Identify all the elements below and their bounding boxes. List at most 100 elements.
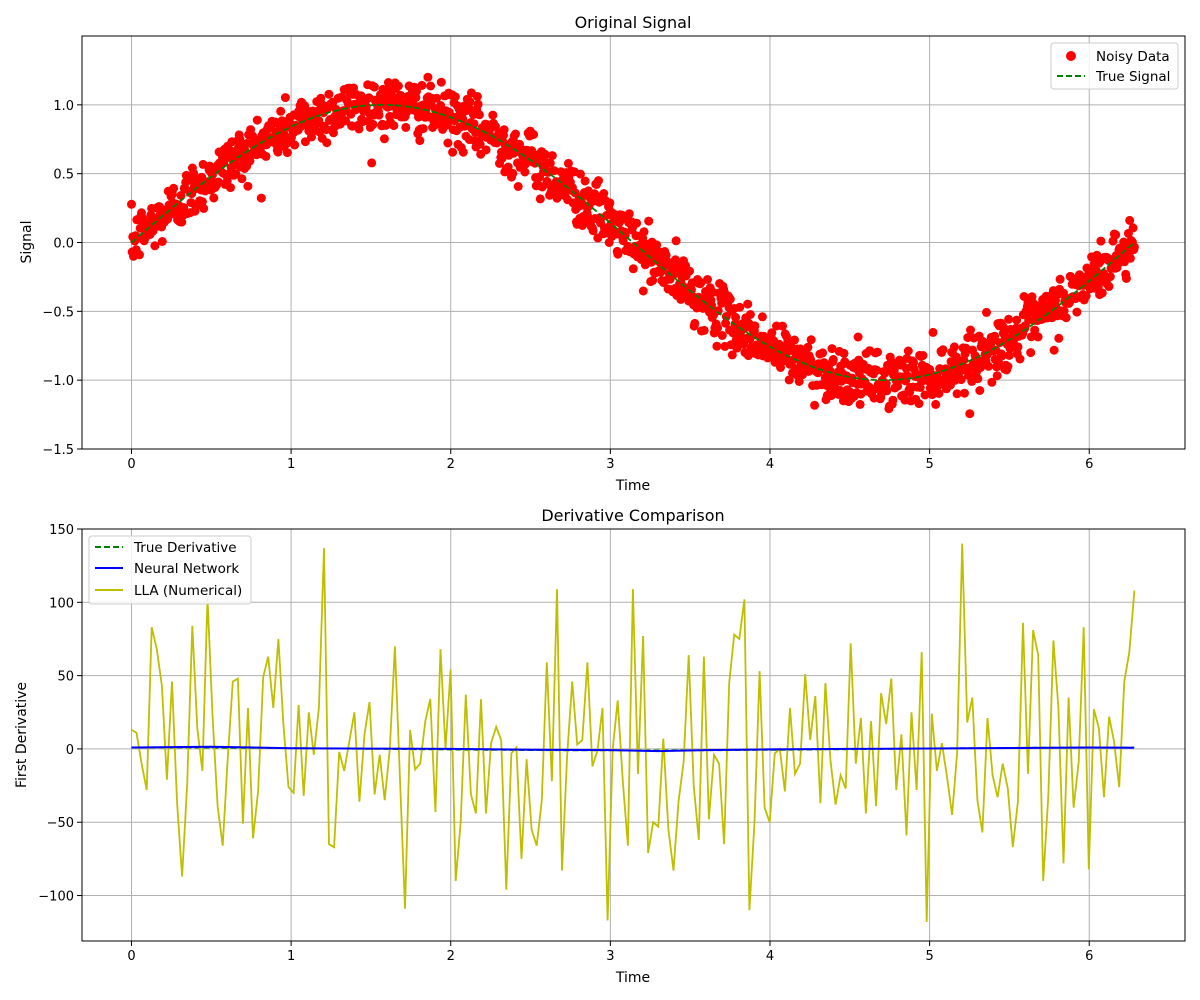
- noisy-data-point: [671, 236, 681, 246]
- noisy-data-point: [1081, 291, 1091, 301]
- x-tick-label: 6: [1085, 949, 1093, 964]
- noisy-data-point: [1051, 295, 1060, 305]
- y-tick-label: 0.0: [53, 237, 74, 252]
- noisy-data-point: [314, 116, 324, 126]
- noisy-data-point: [549, 166, 559, 176]
- noisy-data-point: [987, 377, 997, 387]
- noisy-data-point: [882, 386, 892, 396]
- y-tick-label: 0.5: [53, 168, 74, 183]
- noisy-data-point: [784, 375, 794, 385]
- noisy-data-point: [369, 82, 379, 92]
- noisy-data-point: [794, 377, 804, 386]
- noisy-data-point: [685, 266, 694, 276]
- noisy-data-point: [1003, 362, 1013, 371]
- noisy-data-point: [458, 147, 468, 157]
- noisy-data-point: [547, 151, 557, 161]
- noisy-data-point: [1013, 342, 1023, 352]
- original-signal-legend: Noisy Data True Signal: [1050, 42, 1179, 90]
- noisy-data-point: [540, 149, 550, 159]
- lla-numerical-line: [131, 543, 1136, 922]
- noisy-data-point: [949, 342, 959, 352]
- noisy-data-point: [973, 374, 983, 384]
- noisy-data-point: [594, 176, 603, 186]
- noisy-data-point: [290, 140, 300, 150]
- noisy-data-point: [938, 345, 948, 355]
- noisy-data-point: [881, 379, 891, 389]
- noisy-data-point: [982, 307, 991, 317]
- noisy-data-point: [735, 302, 745, 312]
- noisy-data-point: [1055, 274, 1065, 284]
- derivative-comparison-axes-frame: [81, 528, 1186, 942]
- noisy-data-point: [1030, 325, 1040, 335]
- noisy-data-point: [690, 318, 700, 328]
- noisy-data-point: [529, 130, 539, 139]
- noisy-data-point: [778, 321, 787, 331]
- noisy-data-point: [157, 237, 167, 246]
- noisy-data-point: [1072, 307, 1082, 317]
- noisy-data-point: [436, 77, 446, 87]
- noisy-data-point: [997, 351, 1007, 361]
- noisy-data-point: [252, 115, 262, 125]
- noisy-data-point: [426, 81, 436, 91]
- noisy-data-point: [599, 189, 609, 198]
- noisy-data-point: [703, 275, 712, 284]
- noisy-data-point: [324, 89, 334, 99]
- noisy-data-point: [713, 323, 723, 333]
- y-tick-label: 150: [49, 523, 74, 538]
- derivative-comparison-xlabel: Time: [615, 970, 650, 986]
- noisy-data-point: [448, 147, 458, 157]
- derivative-comparison-plot-area: [131, 543, 1136, 922]
- noisy-data-point: [1012, 315, 1022, 325]
- noisy-data-point: [1026, 332, 1036, 342]
- x-tick-label: 2: [447, 949, 455, 964]
- noisy-data-point: [499, 125, 509, 135]
- noisy-data-point: [790, 335, 799, 345]
- noisy-data-point: [563, 158, 573, 168]
- x-tick-label: 1: [287, 949, 295, 964]
- noisy-data-point: [535, 194, 545, 204]
- noisy-data-point: [1129, 242, 1139, 252]
- derivative-comparison-legend: True Derivative Neural Network LLA (Nume…: [88, 535, 252, 605]
- noisy-data-point: [713, 306, 723, 316]
- noisy-data-point: [511, 129, 520, 139]
- noisy-data-point: [918, 351, 928, 360]
- derivative-comparison-x-ticks: 0 1 2 3 4 5 6: [127, 941, 1093, 964]
- noisy-data-point: [605, 198, 615, 208]
- noisy-data-point: [721, 318, 731, 328]
- noisy-data-point: [322, 138, 332, 148]
- noisy-data-point: [245, 156, 255, 166]
- noisy-data-point: [638, 286, 648, 296]
- x-tick-label: 1: [287, 457, 295, 472]
- noisy-data-point: [853, 332, 863, 342]
- noisy-data-point: [956, 375, 966, 385]
- noisy-data-point: [745, 310, 755, 319]
- noisy-data-point: [990, 331, 1000, 341]
- legend-marker-noisy-data: [1066, 51, 1076, 61]
- noisy-data-point: [1061, 313, 1071, 323]
- noisy-data-point: [432, 93, 442, 103]
- derivative-comparison-y-ticks: −100 −50 0 50 100 150: [38, 523, 82, 905]
- x-tick-label: 0: [127, 457, 135, 472]
- legend-label-true-signal: True Signal: [1095, 69, 1170, 85]
- noisy-data-point: [361, 102, 371, 112]
- noisy-data-point: [927, 390, 937, 400]
- noisy-data-point: [975, 386, 985, 395]
- noisy-data-point: [545, 158, 555, 168]
- derivative-comparison-legend-box: [88, 535, 252, 605]
- noisy-data-point: [727, 350, 737, 360]
- noisy-data-point: [393, 81, 403, 91]
- original-signal-x-ticks: 0 1 2 3 4 5 6: [127, 449, 1093, 472]
- noisy-data-point: [127, 199, 136, 209]
- noisy-data-point: [818, 348, 828, 358]
- noisy-data-point: [1121, 274, 1131, 283]
- noisy-data-point: [418, 124, 428, 134]
- noisy-data-point: [712, 341, 722, 351]
- noisy-data-point: [395, 90, 405, 100]
- noisy-data-point: [379, 134, 389, 144]
- noisy-data-point: [474, 110, 484, 120]
- noisy-data-point: [757, 312, 767, 322]
- noisy-data-point: [503, 162, 513, 172]
- noisy-data-point: [300, 137, 310, 147]
- noisy-data-point: [401, 122, 411, 132]
